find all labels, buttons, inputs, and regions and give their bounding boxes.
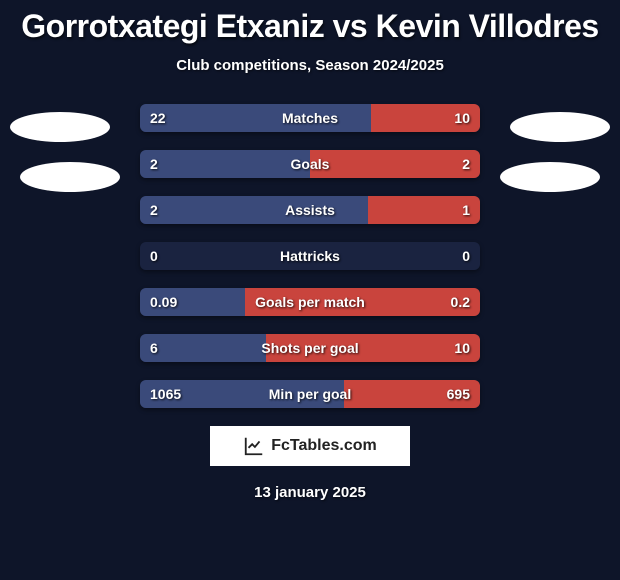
- stat-value-right: 695: [447, 386, 470, 402]
- stat-value-left: 6: [150, 340, 158, 356]
- stat-row: 0 0 Hattricks: [140, 242, 480, 270]
- stat-value-right: 0: [462, 248, 470, 264]
- fctables-logo[interactable]: FcTables.com: [210, 426, 410, 466]
- stat-value-right: 0.2: [451, 294, 470, 310]
- player1-photo-placeholder-top: [10, 112, 110, 142]
- stat-label: Assists: [285, 202, 335, 218]
- player2-photo-placeholder-top: [510, 112, 610, 142]
- stat-value-right: 2: [462, 156, 470, 172]
- stat-bars-container: 2210Matches22Goals21Assists00Hattricks0.…: [140, 104, 480, 408]
- stat-label: Goals: [291, 156, 330, 172]
- stat-bar-left: [140, 334, 266, 362]
- stat-row: 2 1 Assists: [140, 196, 480, 224]
- stat-row: 6 10 Shots per goal: [140, 334, 480, 362]
- stat-row: 1065 695 Min per goal: [140, 380, 480, 408]
- stat-row: 0.09 0.2 Goals per match: [140, 288, 480, 316]
- player2-photo-placeholder-bottom: [500, 162, 600, 192]
- subtitle: Club competitions, Season 2024/2025: [0, 57, 620, 74]
- stat-value-left: 2: [150, 156, 158, 172]
- player1-photo-placeholder-bottom: [20, 162, 120, 192]
- stat-label: Hattricks: [280, 248, 340, 264]
- stat-bar-left: [140, 150, 310, 178]
- stat-label: Min per goal: [269, 386, 351, 402]
- generation-date: 13 january 2025: [0, 484, 620, 501]
- stat-label: Matches: [282, 110, 338, 126]
- stat-value-right: 1: [462, 202, 470, 218]
- stat-value-left: 1065: [150, 386, 181, 402]
- stat-value-left: 0: [150, 248, 158, 264]
- stat-row: 2 2 Goals: [140, 150, 480, 178]
- stat-value-left: 22: [150, 110, 166, 126]
- stat-bar-right: [310, 150, 480, 178]
- stat-value-left: 2: [150, 202, 158, 218]
- stat-value-right: 10: [454, 110, 470, 126]
- stat-value-left: 0.09: [150, 294, 177, 310]
- chart-icon: [243, 435, 265, 457]
- page-title: Gorrotxategi Etxaniz vs Kevin Villodres: [0, 0, 620, 45]
- logo-text: FcTables.com: [271, 437, 377, 455]
- stat-label: Goals per match: [255, 294, 365, 310]
- stat-value-right: 10: [454, 340, 470, 356]
- stat-row: 22 10 Matches: [140, 104, 480, 132]
- comparison-content: 2210Matches22Goals21Assists00Hattricks0.…: [0, 104, 620, 501]
- stat-label: Shots per goal: [261, 340, 358, 356]
